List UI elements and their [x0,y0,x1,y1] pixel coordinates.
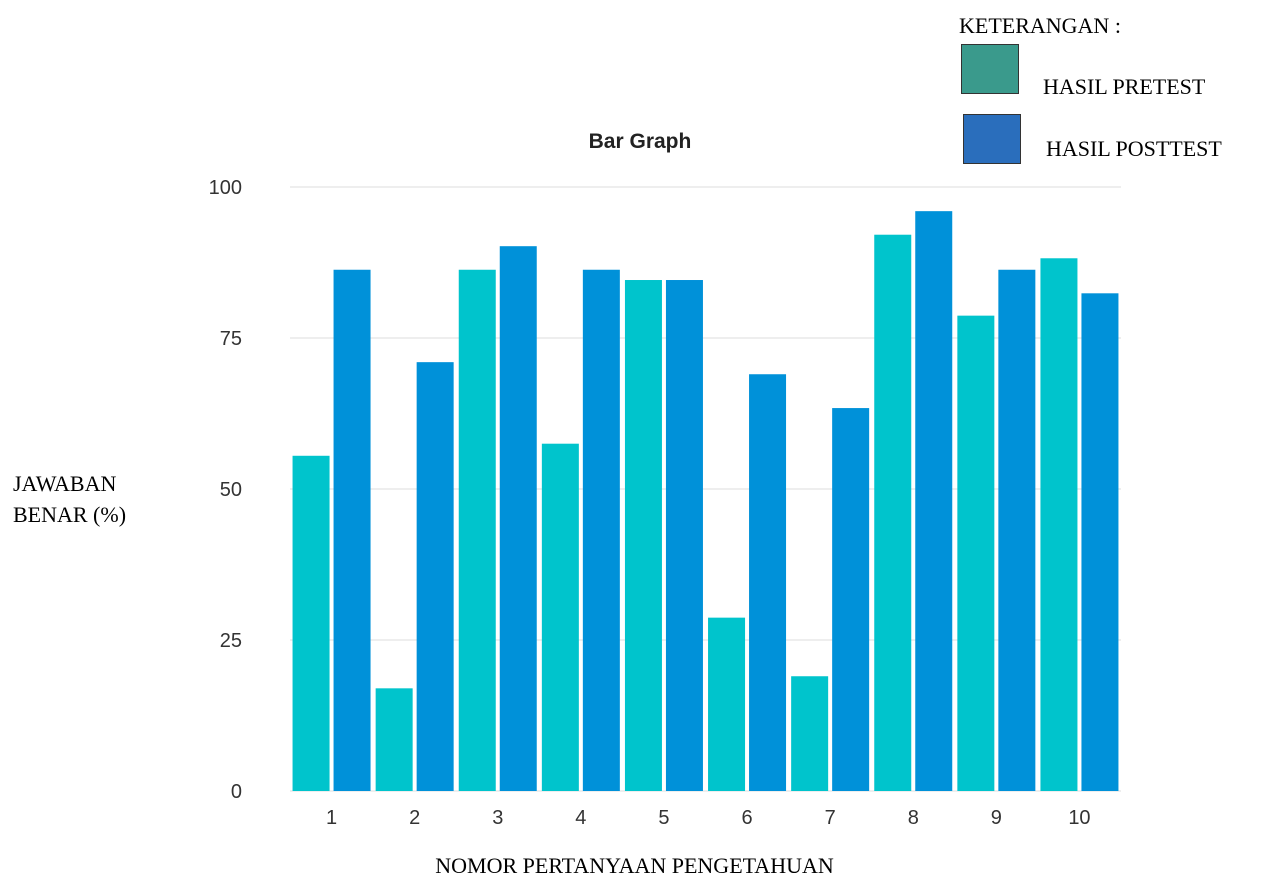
bar-series-0-cat-7 [791,676,829,791]
x-axis-label: NOMOR PERTANYAAN PENGETAHUAN [435,853,834,878]
y-tick-labels: 0 25 50 75 100 [209,177,242,803]
bar-series-0-cat-1 [292,455,330,791]
x-tick-label: 4 [575,807,586,829]
y-tick-label: 50 [220,479,242,501]
bar-series-0-cat-8 [874,234,912,791]
bar-series-1-cat-3 [499,246,537,791]
bar-series-1-cat-9 [998,269,1036,791]
bar-series-1-cat-2 [416,362,454,791]
x-tick-label: 3 [492,807,503,829]
legend-title: KETERANGAN : [959,13,1121,38]
y-axis-label-line-1: JAWABAN [13,471,117,496]
y-tick-label: 0 [231,781,242,803]
y-axis-label: JAWABAN BENAR (%) [13,468,126,530]
y-axis-label-line-2: BENAR (%) [13,502,127,527]
bar-series-1-cat-6 [749,374,787,791]
chart-title: Bar Graph [589,130,692,153]
grid-lines [290,186,1121,792]
bar-series-0-cat-6 [708,617,746,791]
bar-series-1-cat-4 [582,269,620,791]
y-tick-label: 100 [209,177,242,199]
x-tick-label: 9 [991,807,1002,829]
x-tick-label: 7 [825,807,836,829]
bar-series-1-cat-10 [1081,293,1119,791]
bar-series-1-cat-5 [665,280,703,791]
bars [292,211,1119,792]
bar-series-0-cat-9 [957,315,995,791]
legend-swatch-posttest [963,114,1021,164]
bar-series-0-cat-4 [541,443,579,791]
bar-series-0-cat-5 [624,280,662,791]
bar-series-0-cat-10 [1040,258,1078,792]
legend-label-pretest: HASIL PRETEST [1043,74,1206,99]
x-tick-label: 5 [658,807,669,829]
bar-series-0-cat-3 [458,269,496,791]
bar-series-1-cat-8 [915,211,953,791]
bar-series-1-cat-7 [832,408,870,791]
x-tick-label: 1 [326,807,337,829]
x-tick-label: 6 [741,807,752,829]
legend-swatch-pretest [961,44,1019,94]
x-tick-labels: 1 2 3 4 5 6 7 8 9 10 [326,807,1091,829]
bar-series-1-cat-1 [333,269,371,791]
x-tick-label: 10 [1068,807,1090,829]
legend-label-posttest: HASIL POSTTEST [1046,136,1222,161]
y-tick-label: 75 [220,328,242,350]
x-tick-label: 2 [409,807,420,829]
bar-series-0-cat-2 [375,688,413,791]
x-tick-label: 8 [908,807,919,829]
y-tick-label: 25 [220,630,242,652]
